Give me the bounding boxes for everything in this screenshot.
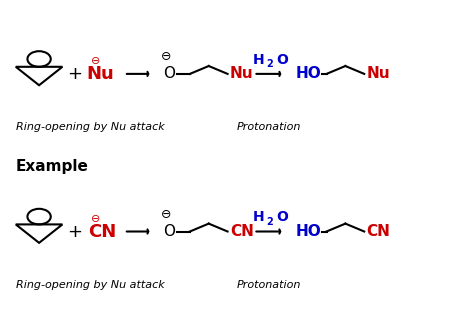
Text: Protonation: Protonation: [237, 280, 301, 290]
Text: Ring-opening by Nu attack: Ring-opening by Nu attack: [16, 280, 164, 290]
Text: ⊖: ⊖: [161, 208, 172, 221]
Text: Nu: Nu: [230, 66, 254, 81]
Text: CN: CN: [366, 224, 391, 239]
Text: O: O: [163, 66, 175, 81]
Text: O: O: [163, 224, 175, 239]
Text: HO: HO: [296, 66, 322, 81]
Text: O: O: [276, 53, 288, 67]
Text: Nu: Nu: [86, 65, 114, 83]
Text: CN: CN: [89, 223, 117, 240]
Text: CN: CN: [230, 224, 254, 239]
Text: ⊖: ⊖: [161, 50, 172, 63]
Text: Nu: Nu: [366, 66, 390, 81]
Text: ⊖: ⊖: [91, 56, 100, 66]
Text: H: H: [253, 210, 264, 224]
Text: Ring-opening by Nu attack: Ring-opening by Nu attack: [16, 122, 164, 133]
Text: +: +: [67, 223, 82, 240]
Text: 2: 2: [266, 59, 273, 69]
Text: +: +: [67, 65, 82, 83]
Text: 2: 2: [266, 217, 273, 227]
Text: Example: Example: [16, 159, 88, 174]
Text: HO: HO: [296, 224, 322, 239]
Text: ⊖: ⊖: [91, 214, 100, 224]
Text: Protonation: Protonation: [237, 122, 301, 133]
Text: H: H: [253, 53, 264, 67]
Text: O: O: [276, 210, 288, 224]
